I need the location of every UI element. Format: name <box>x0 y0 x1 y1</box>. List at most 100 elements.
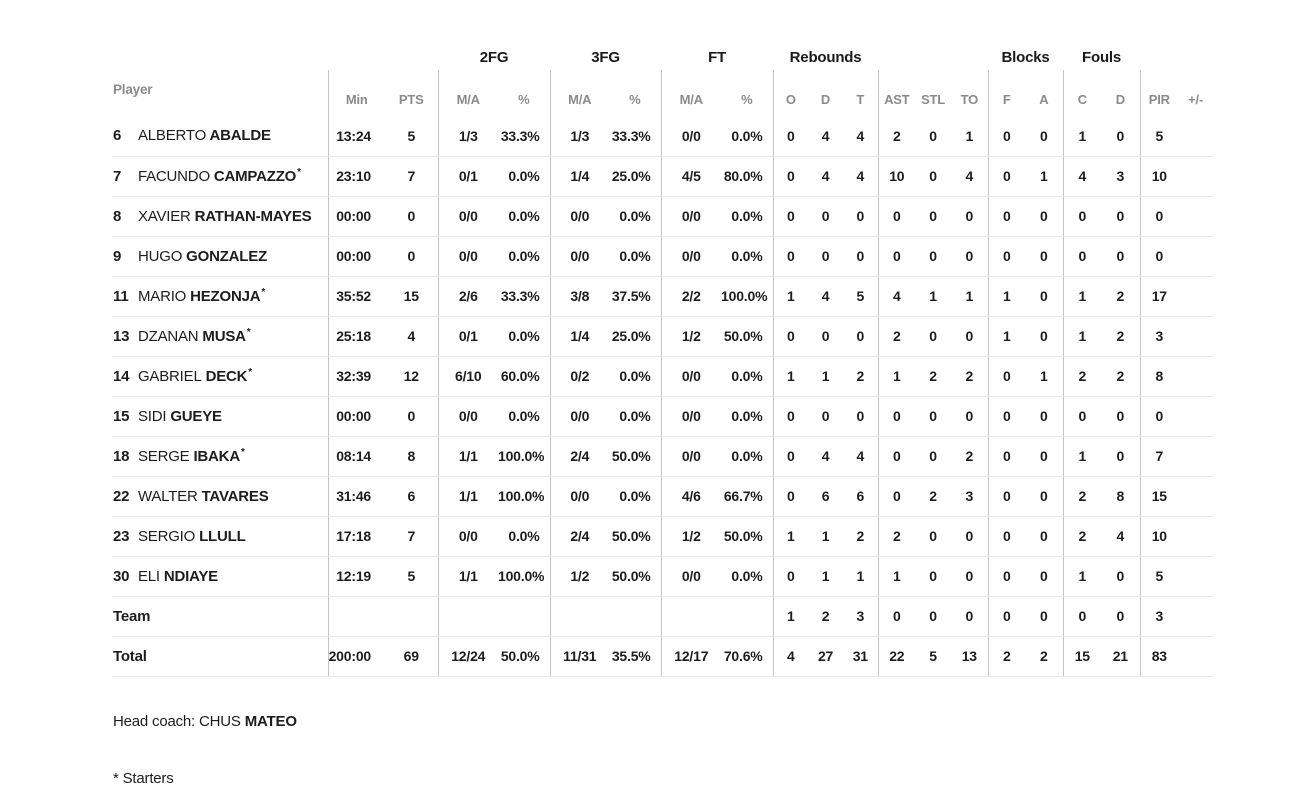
starters-note: * Starters <box>113 769 174 786</box>
player-last-name: HEZONJA <box>190 288 261 305</box>
stat-ast: 0 <box>877 236 916 277</box>
stat-stl: 0 <box>915 596 952 637</box>
starter-mark: * <box>246 327 251 338</box>
stat-ft-pct: 50.0% <box>721 516 774 557</box>
table-row: 6 ALBERTO ABALDE 13:24 5 1/3 33.3% 1/3 33.3% 0/… <box>113 116 1214 157</box>
group-header-rebounds: Rebounds <box>789 49 862 66</box>
stat-plusminus <box>1178 276 1214 317</box>
stat-fg3-ma: 2/4 <box>549 436 610 477</box>
stat-fg2-ma: 0/0 <box>437 196 498 237</box>
column-header-reb-t: T <box>856 92 865 107</box>
stat-blk-f: 0 <box>987 116 1026 157</box>
stat-to: 1 <box>951 116 989 157</box>
stat-ft-pct: 70.6% <box>721 636 774 677</box>
stat-ast: 1 <box>877 556 916 597</box>
column-header-min: Min <box>327 70 385 116</box>
group-spacer <box>878 38 988 70</box>
stat-pts: 5 <box>385 116 438 157</box>
column-header-foul-c: C <box>1062 70 1102 116</box>
column-header-reb-o: O <box>772 70 809 116</box>
stat-min: 08:14 <box>327 436 385 477</box>
player-name-cell: 13 DZANAN MUSA* <box>113 316 328 357</box>
column-header-foul-d: D <box>1115 92 1125 107</box>
stat-reb-o: 0 <box>772 436 809 477</box>
stat-reb-d: 27 <box>808 636 844 677</box>
stat-pts: 4 <box>385 316 438 357</box>
stat-fg3-pct: 0.0% <box>609 356 662 397</box>
player-first-name: DZANAN <box>137 328 199 345</box>
stat-to: 0 <box>951 396 989 437</box>
stat-fg3-pct: 33.3% <box>609 116 662 157</box>
group-header-2fg: 2FG <box>479 49 509 66</box>
stat-fg3-pct: 25.0% <box>609 316 662 357</box>
stat-foul-c: 15 <box>1062 636 1102 677</box>
stat-reb-d: 2 <box>808 596 844 637</box>
stat-reb-o: 4 <box>772 636 809 677</box>
stat-reb-t: 1 <box>843 556 879 597</box>
stat-blk-a: 0 <box>1025 396 1064 437</box>
player-number: 23 <box>113 527 130 545</box>
stat-fg2-ma: 0/1 <box>437 156 498 197</box>
stat-blk-a: 1 <box>1025 356 1064 397</box>
group-spacer <box>328 38 438 70</box>
stat-reb-d: 0 <box>808 196 844 237</box>
table-row: 18 SERGE IBAKA* 08:14 8 1/1 100.0% 2/4 50.0% 0/… <box>113 436 1214 477</box>
stat-pir: 0 <box>1139 196 1179 237</box>
stat-stl: 0 <box>915 316 952 357</box>
stat-fg3-pct: 0.0% <box>609 236 662 277</box>
player-first-name: SERGE <box>137 448 190 465</box>
player-number: 7 <box>113 168 122 185</box>
stat-blk-a: 2 <box>1025 636 1064 677</box>
stat-pts: 7 <box>385 516 438 557</box>
stat-foul-c: 2 <box>1062 476 1102 517</box>
stat-min: 23:10 <box>327 156 385 197</box>
column-header-player: Player <box>113 82 153 97</box>
stat-reb-d: 0 <box>808 396 844 437</box>
stat-reb-t: 0 <box>843 236 879 277</box>
stat-ft-pct: 80.0% <box>721 156 774 197</box>
player-number: 13 <box>113 328 130 345</box>
stat-foul-c: 0 <box>1062 396 1102 437</box>
stat-fg3-pct: 35.5% <box>609 636 662 677</box>
player-first-name: HUGO <box>137 247 183 265</box>
stat-reb-d: 4 <box>808 116 844 157</box>
stat-to: 0 <box>951 196 989 237</box>
stat-plusminus <box>1178 636 1214 677</box>
player-name-cell: 7 FACUNDO CAMPAZZO* <box>113 156 328 197</box>
stat-foul-d: 2 <box>1101 356 1141 397</box>
stat-min: 00:00 <box>327 196 385 237</box>
stat-blk-a: 0 <box>1025 196 1064 237</box>
stat-reb-o: 1 <box>772 356 809 397</box>
stat-min: 31:46 <box>327 476 385 517</box>
player-first-name: ELI <box>137 567 160 585</box>
stat-ft-pct: 0.0% <box>721 356 774 397</box>
stat-foul-d: 0 <box>1101 436 1141 477</box>
stat-ft-pct: 0.0% <box>721 116 774 157</box>
column-header-3fg-ma: M/A <box>549 70 610 116</box>
stat-min <box>327 596 385 637</box>
stat-ast: 0 <box>877 196 916 237</box>
stat-stl: 0 <box>915 236 952 277</box>
stat-ft-ma: 4/6 <box>660 476 722 517</box>
starter-mark: * <box>297 167 301 178</box>
stat-fg2-pct: 100.0% <box>498 476 551 517</box>
stat-blk-f: 0 <box>987 356 1026 397</box>
stat-reb-d: 1 <box>808 356 844 397</box>
stat-fg2-ma: 2/6 <box>437 276 498 317</box>
player-name-cell: 23 SERGIO LLULL <box>113 516 328 557</box>
stat-min: 00:00 <box>327 396 385 437</box>
stat-blk-f: 0 <box>987 476 1026 517</box>
stat-plusminus <box>1178 356 1214 397</box>
table-row: 30 ELI NDIAYE 12:19 5 1/1 100.0% 1/2 50.0% 0/0 0… <box>113 556 1214 597</box>
column-header-ast: AST <box>877 70 916 116</box>
stat-pts: 0 <box>385 196 438 237</box>
stat-foul-d: 21 <box>1101 636 1141 677</box>
column-header-row: Player Min PTS M/A % M/A % M/A % O D T A… <box>113 70 1213 116</box>
group-header-3fg: 3FG <box>591 49 620 66</box>
stat-ft-pct: 100.0% <box>721 276 774 317</box>
stat-reb-t: 3 <box>843 596 879 637</box>
stat-reb-d: 4 <box>808 436 844 477</box>
player-last-name: CAMPAZZO <box>213 168 297 185</box>
stat-stl: 0 <box>915 196 952 237</box>
stat-fg2-ma <box>437 596 498 637</box>
